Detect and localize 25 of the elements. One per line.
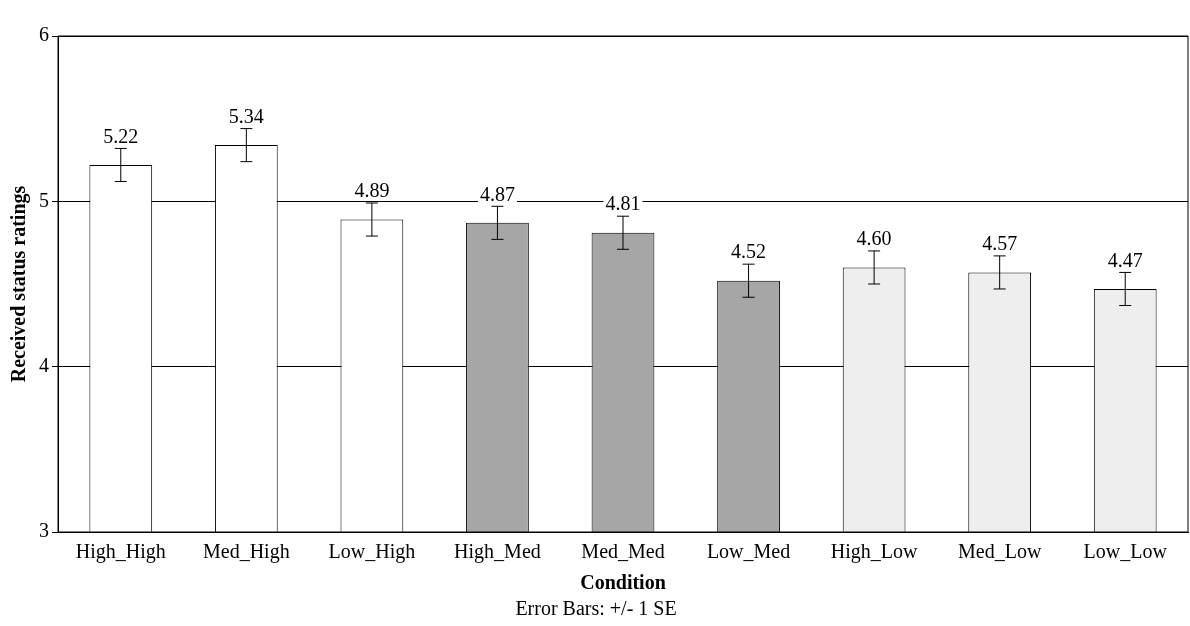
x-tick-label: Low_Low (1083, 540, 1168, 563)
x-tick-label: Low_Med (706, 540, 791, 563)
x-tick-label: Low_High (328, 540, 416, 564)
text: Error Bars: +/- 1 SE (515, 597, 677, 620)
x-tick-label: Med_Low (958, 540, 1042, 563)
data-label: 5.34 (228, 104, 264, 127)
data-label: 4.81 (605, 192, 641, 215)
y-tick-label: 4 (39, 353, 49, 376)
data-label: 4.89 (354, 179, 390, 202)
data-label: 4.87 (479, 182, 515, 205)
y-tick-label: 5 (39, 188, 49, 211)
data-label: 5.22 (103, 124, 139, 147)
x-tick-label: High_Med (454, 540, 541, 564)
x-tick-label: High_Low (830, 540, 918, 564)
x-axis-title: Condition (580, 571, 666, 594)
data-label: 4.52 (731, 240, 767, 263)
data-label: 4.47 (1107, 248, 1143, 271)
data-label: 4.60 (856, 227, 892, 250)
y-axis-title: Received status ratings (7, 185, 31, 383)
data-label: 4.57 (982, 232, 1018, 255)
x-tick-label: Med_Med (581, 540, 665, 563)
y-tick-label: 6 (39, 23, 49, 46)
x-tick-label: Med_High (203, 540, 290, 564)
y-tick-label: 3 (39, 519, 49, 542)
x-tick-label: High_High (75, 540, 166, 564)
